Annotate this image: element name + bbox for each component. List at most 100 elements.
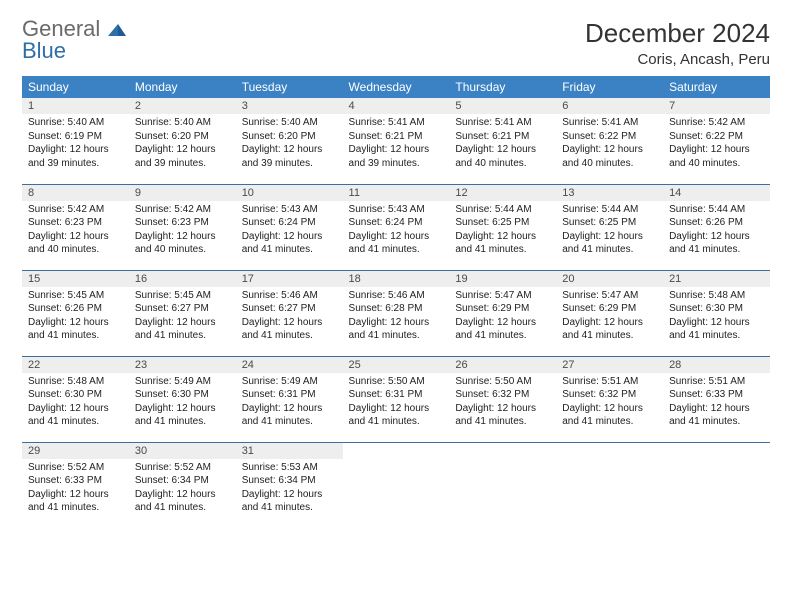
day-number: 11 xyxy=(343,185,450,201)
calendar-cell: 25Sunrise: 5:50 AMSunset: 6:31 PMDayligh… xyxy=(343,356,450,442)
calendar-cell: 3Sunrise: 5:40 AMSunset: 6:20 PMDaylight… xyxy=(236,98,343,184)
day-number: 30 xyxy=(129,443,236,459)
calendar-cell xyxy=(556,442,663,528)
calendar-cell: 18Sunrise: 5:46 AMSunset: 6:28 PMDayligh… xyxy=(343,270,450,356)
calendar-cell: 1Sunrise: 5:40 AMSunset: 6:19 PMDaylight… xyxy=(22,98,129,184)
day-data: Sunrise: 5:41 AMSunset: 6:21 PMDaylight:… xyxy=(449,114,556,174)
day-data: Sunrise: 5:43 AMSunset: 6:24 PMDaylight:… xyxy=(343,201,450,261)
day-number: 28 xyxy=(663,357,770,373)
day-data: Sunrise: 5:53 AMSunset: 6:34 PMDaylight:… xyxy=(236,459,343,519)
day-number: 18 xyxy=(343,271,450,287)
day-data: Sunrise: 5:52 AMSunset: 6:33 PMDaylight:… xyxy=(22,459,129,519)
day-data: Sunrise: 5:49 AMSunset: 6:30 PMDaylight:… xyxy=(129,373,236,433)
day-data: Sunrise: 5:48 AMSunset: 6:30 PMDaylight:… xyxy=(663,287,770,347)
calendar-cell: 13Sunrise: 5:44 AMSunset: 6:25 PMDayligh… xyxy=(556,184,663,270)
calendar-cell: 17Sunrise: 5:46 AMSunset: 6:27 PMDayligh… xyxy=(236,270,343,356)
day-number: 14 xyxy=(663,185,770,201)
calendar-row: 22Sunrise: 5:48 AMSunset: 6:30 PMDayligh… xyxy=(22,356,770,442)
day-number: 8 xyxy=(22,185,129,201)
weekday-header: Monday xyxy=(129,76,236,98)
day-number: 31 xyxy=(236,443,343,459)
calendar-cell: 14Sunrise: 5:44 AMSunset: 6:26 PMDayligh… xyxy=(663,184,770,270)
day-number: 21 xyxy=(663,271,770,287)
day-data: Sunrise: 5:44 AMSunset: 6:26 PMDaylight:… xyxy=(663,201,770,261)
day-number: 22 xyxy=(22,357,129,373)
day-data: Sunrise: 5:52 AMSunset: 6:34 PMDaylight:… xyxy=(129,459,236,519)
calendar-cell: 9Sunrise: 5:42 AMSunset: 6:23 PMDaylight… xyxy=(129,184,236,270)
calendar-cell: 11Sunrise: 5:43 AMSunset: 6:24 PMDayligh… xyxy=(343,184,450,270)
day-number: 20 xyxy=(556,271,663,287)
calendar-cell: 23Sunrise: 5:49 AMSunset: 6:30 PMDayligh… xyxy=(129,356,236,442)
calendar-cell: 6Sunrise: 5:41 AMSunset: 6:22 PMDaylight… xyxy=(556,98,663,184)
calendar-cell: 19Sunrise: 5:47 AMSunset: 6:29 PMDayligh… xyxy=(449,270,556,356)
day-number: 6 xyxy=(556,98,663,114)
calendar-row: 29Sunrise: 5:52 AMSunset: 6:33 PMDayligh… xyxy=(22,442,770,528)
day-number: 27 xyxy=(556,357,663,373)
day-number: 3 xyxy=(236,98,343,114)
title-block: December 2024 Coris, Ancash, Peru xyxy=(585,18,770,68)
logo-text: General Blue xyxy=(22,18,126,62)
day-number: 12 xyxy=(449,185,556,201)
weekday-header-row: Sunday Monday Tuesday Wednesday Thursday… xyxy=(22,76,770,98)
calendar-cell: 26Sunrise: 5:50 AMSunset: 6:32 PMDayligh… xyxy=(449,356,556,442)
day-data: Sunrise: 5:47 AMSunset: 6:29 PMDaylight:… xyxy=(556,287,663,347)
day-number: 4 xyxy=(343,98,450,114)
day-data: Sunrise: 5:40 AMSunset: 6:20 PMDaylight:… xyxy=(129,114,236,174)
day-number: 1 xyxy=(22,98,129,114)
day-data: Sunrise: 5:42 AMSunset: 6:22 PMDaylight:… xyxy=(663,114,770,174)
calendar-cell: 10Sunrise: 5:43 AMSunset: 6:24 PMDayligh… xyxy=(236,184,343,270)
calendar-cell: 30Sunrise: 5:52 AMSunset: 6:34 PMDayligh… xyxy=(129,442,236,528)
calendar-cell: 28Sunrise: 5:51 AMSunset: 6:33 PMDayligh… xyxy=(663,356,770,442)
calendar-cell: 29Sunrise: 5:52 AMSunset: 6:33 PMDayligh… xyxy=(22,442,129,528)
month-title: December 2024 xyxy=(585,18,770,49)
calendar-cell: 31Sunrise: 5:53 AMSunset: 6:34 PMDayligh… xyxy=(236,442,343,528)
day-data: Sunrise: 5:46 AMSunset: 6:27 PMDaylight:… xyxy=(236,287,343,347)
day-number: 17 xyxy=(236,271,343,287)
day-data: Sunrise: 5:41 AMSunset: 6:21 PMDaylight:… xyxy=(343,114,450,174)
calendar-row: 8Sunrise: 5:42 AMSunset: 6:23 PMDaylight… xyxy=(22,184,770,270)
calendar-row: 15Sunrise: 5:45 AMSunset: 6:26 PMDayligh… xyxy=(22,270,770,356)
day-data: Sunrise: 5:42 AMSunset: 6:23 PMDaylight:… xyxy=(22,201,129,261)
logo-mark-icon xyxy=(108,18,126,40)
calendar-cell: 27Sunrise: 5:51 AMSunset: 6:32 PMDayligh… xyxy=(556,356,663,442)
day-data: Sunrise: 5:40 AMSunset: 6:19 PMDaylight:… xyxy=(22,114,129,174)
day-number: 7 xyxy=(663,98,770,114)
calendar-cell: 15Sunrise: 5:45 AMSunset: 6:26 PMDayligh… xyxy=(22,270,129,356)
day-number: 29 xyxy=(22,443,129,459)
day-number: 16 xyxy=(129,271,236,287)
day-data: Sunrise: 5:46 AMSunset: 6:28 PMDaylight:… xyxy=(343,287,450,347)
day-data: Sunrise: 5:50 AMSunset: 6:31 PMDaylight:… xyxy=(343,373,450,433)
day-number: 23 xyxy=(129,357,236,373)
day-data: Sunrise: 5:50 AMSunset: 6:32 PMDaylight:… xyxy=(449,373,556,433)
calendar-row: 1Sunrise: 5:40 AMSunset: 6:19 PMDaylight… xyxy=(22,98,770,184)
day-data: Sunrise: 5:47 AMSunset: 6:29 PMDaylight:… xyxy=(449,287,556,347)
day-number: 26 xyxy=(449,357,556,373)
day-data: Sunrise: 5:41 AMSunset: 6:22 PMDaylight:… xyxy=(556,114,663,174)
calendar-cell: 7Sunrise: 5:42 AMSunset: 6:22 PMDaylight… xyxy=(663,98,770,184)
calendar-cell: 8Sunrise: 5:42 AMSunset: 6:23 PMDaylight… xyxy=(22,184,129,270)
calendar-cell: 24Sunrise: 5:49 AMSunset: 6:31 PMDayligh… xyxy=(236,356,343,442)
day-data: Sunrise: 5:44 AMSunset: 6:25 PMDaylight:… xyxy=(449,201,556,261)
calendar-cell: 16Sunrise: 5:45 AMSunset: 6:27 PMDayligh… xyxy=(129,270,236,356)
day-data: Sunrise: 5:44 AMSunset: 6:25 PMDaylight:… xyxy=(556,201,663,261)
calendar-cell: 20Sunrise: 5:47 AMSunset: 6:29 PMDayligh… xyxy=(556,270,663,356)
calendar-cell xyxy=(343,442,450,528)
calendar-table: Sunday Monday Tuesday Wednesday Thursday… xyxy=(22,76,770,528)
day-data: Sunrise: 5:45 AMSunset: 6:27 PMDaylight:… xyxy=(129,287,236,347)
day-number: 19 xyxy=(449,271,556,287)
weekday-header: Friday xyxy=(556,76,663,98)
calendar-cell: 21Sunrise: 5:48 AMSunset: 6:30 PMDayligh… xyxy=(663,270,770,356)
day-data: Sunrise: 5:49 AMSunset: 6:31 PMDaylight:… xyxy=(236,373,343,433)
calendar-page: General Blue December 2024 Coris, Ancash… xyxy=(0,0,792,546)
day-number: 24 xyxy=(236,357,343,373)
calendar-cell xyxy=(449,442,556,528)
day-data: Sunrise: 5:42 AMSunset: 6:23 PMDaylight:… xyxy=(129,201,236,261)
calendar-cell: 2Sunrise: 5:40 AMSunset: 6:20 PMDaylight… xyxy=(129,98,236,184)
day-number: 2 xyxy=(129,98,236,114)
day-data: Sunrise: 5:43 AMSunset: 6:24 PMDaylight:… xyxy=(236,201,343,261)
day-data: Sunrise: 5:48 AMSunset: 6:30 PMDaylight:… xyxy=(22,373,129,433)
logo: General Blue xyxy=(22,18,126,62)
weekday-header: Saturday xyxy=(663,76,770,98)
calendar-cell: 22Sunrise: 5:48 AMSunset: 6:30 PMDayligh… xyxy=(22,356,129,442)
weekday-header: Sunday xyxy=(22,76,129,98)
